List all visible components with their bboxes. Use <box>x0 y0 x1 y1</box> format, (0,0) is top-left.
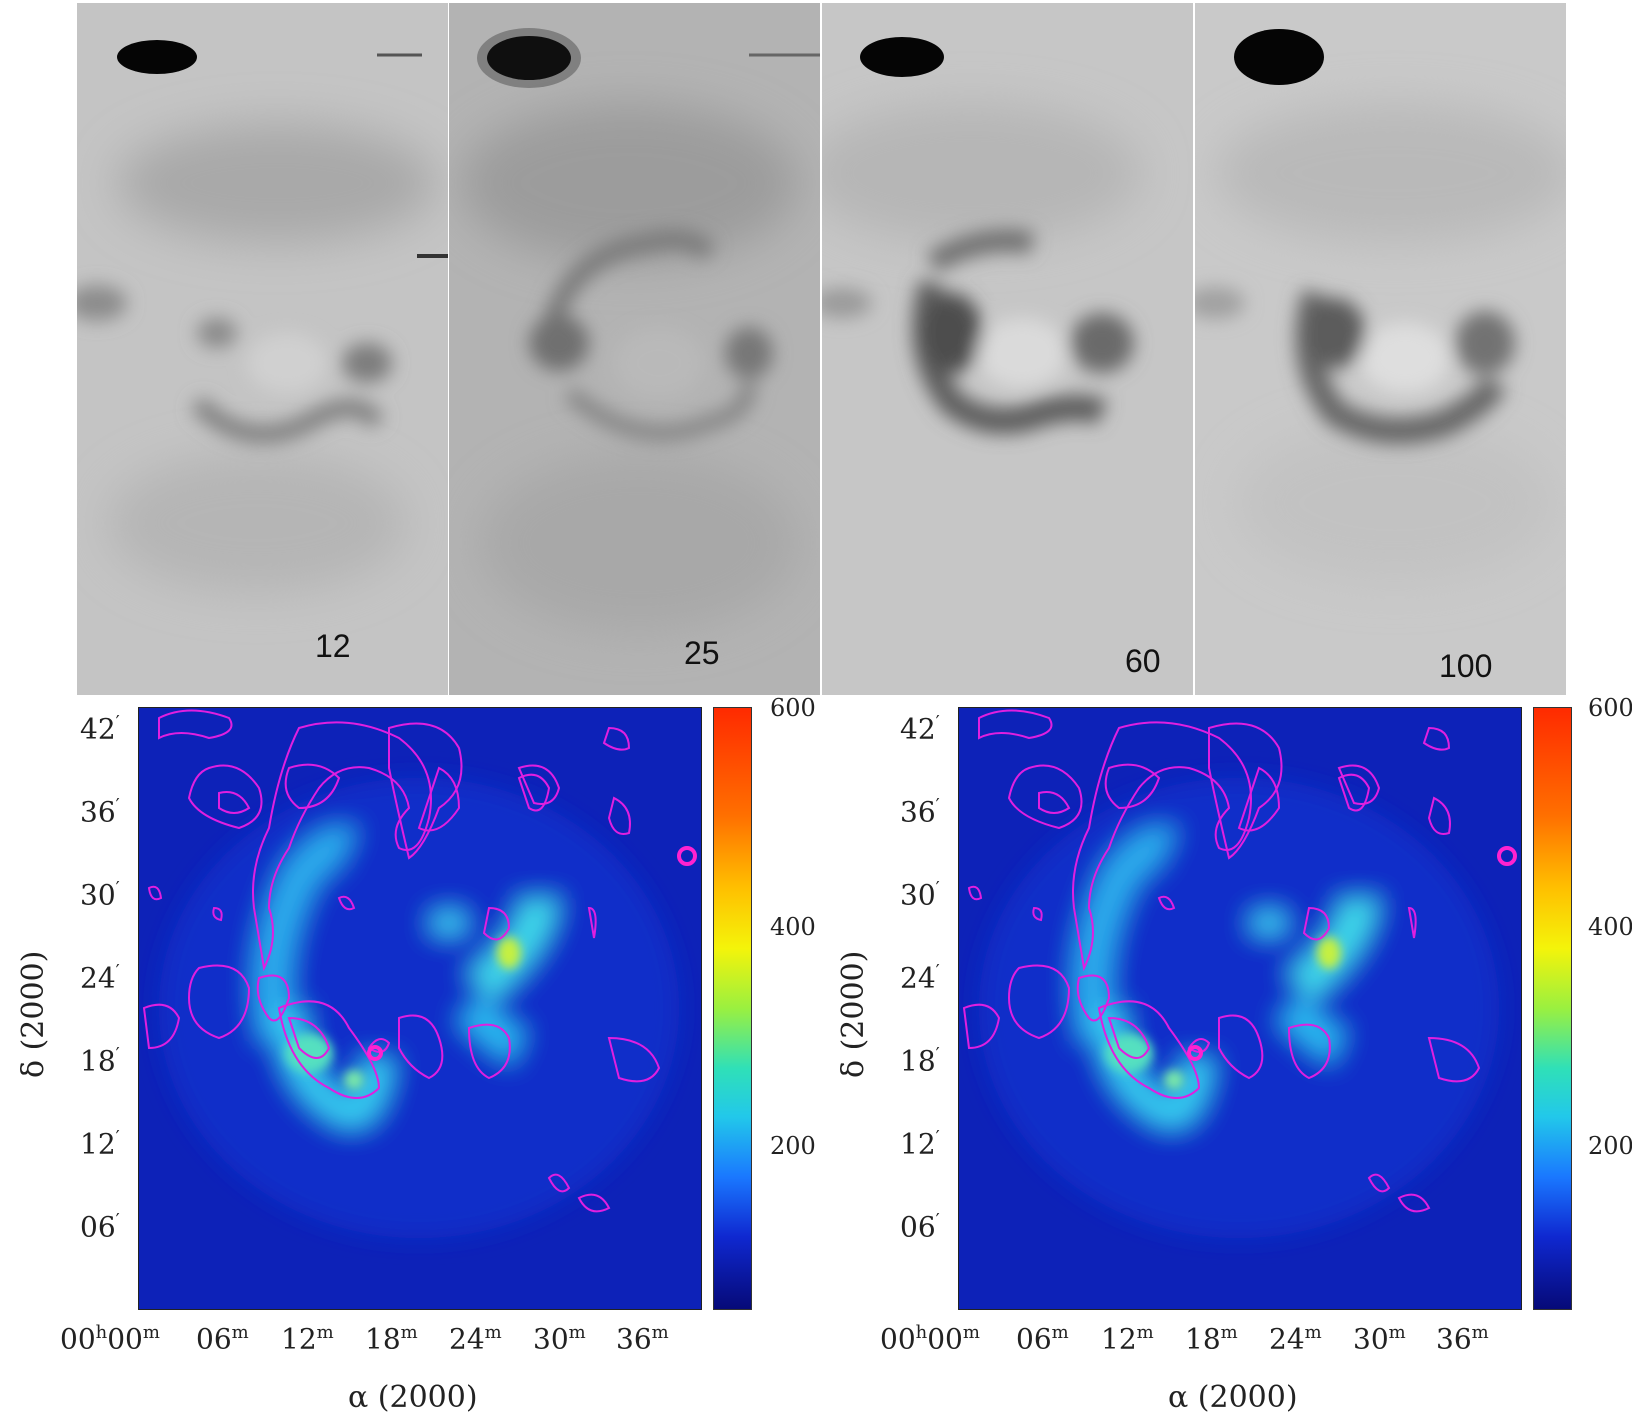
y-tick: 18′ <box>900 1044 940 1078</box>
y-tick: 06′ <box>80 1210 120 1244</box>
colorbar-label: 600 <box>1588 694 1632 722</box>
x-tick: 06m <box>196 1322 249 1356</box>
colorbar-label: 600 <box>770 694 816 722</box>
y-tick: 06′ <box>900 1210 940 1244</box>
x-tick: 12m <box>281 1322 334 1356</box>
emission-map <box>958 707 1522 1310</box>
y-tick: 12′ <box>900 1127 940 1161</box>
x-axis-label: α (2000) <box>348 1380 478 1415</box>
colorbar <box>713 707 752 1310</box>
x-tick: 18m <box>1185 1322 1238 1356</box>
colorbar-label: 200 <box>1588 1132 1632 1160</box>
y-tick: 42′ <box>900 712 940 746</box>
colorbar-label: 400 <box>770 913 816 941</box>
x-tick: 00h00m <box>60 1322 160 1356</box>
band-image-25 <box>449 3 820 695</box>
y-tick: 42′ <box>80 712 120 746</box>
x-tick: 00h00m <box>880 1322 980 1356</box>
y-tick: 36′ <box>80 795 120 829</box>
band-label: 25 <box>684 635 720 671</box>
band-panel-100: 100 <box>1195 3 1566 695</box>
y-axis-label: δ (2000) <box>836 950 871 1078</box>
x-tick: 12m <box>1101 1322 1154 1356</box>
x-tick: 30m <box>1353 1322 1406 1356</box>
y-tick: 30′ <box>900 878 940 912</box>
emission-map <box>138 707 702 1310</box>
x-tick: 36m <box>616 1322 669 1356</box>
y-tick: 24′ <box>80 961 120 995</box>
band-label: 60 <box>1125 643 1161 679</box>
y-tick: 12′ <box>80 1127 120 1161</box>
colorbar-label: 400 <box>1588 913 1632 941</box>
y-tick: 18′ <box>80 1044 120 1078</box>
x-tick: 30m <box>533 1322 586 1356</box>
x-tick: 06m <box>1016 1322 1069 1356</box>
band-panel-25: 25 <box>449 3 820 695</box>
band-panel-12: 12 <box>77 3 448 695</box>
colorbar <box>1533 707 1572 1310</box>
x-axis-label: α (2000) <box>1168 1380 1298 1415</box>
y-tick: 24′ <box>900 961 940 995</box>
band-image-60 <box>822 3 1193 695</box>
band-image-12 <box>77 3 448 695</box>
y-tick: 30′ <box>80 878 120 912</box>
y-tick: 36′ <box>900 795 940 829</box>
band-label: 12 <box>315 628 351 664</box>
x-tick: 36m <box>1436 1322 1489 1356</box>
band-label: 100 <box>1439 648 1493 684</box>
x-tick: 24m <box>1269 1322 1322 1356</box>
x-tick: 24m <box>449 1322 502 1356</box>
x-tick: 18m <box>365 1322 418 1356</box>
y-axis-label: δ (2000) <box>16 950 51 1078</box>
band-panel-60: 60 <box>822 3 1193 695</box>
colorbar-label: 200 <box>770 1132 816 1160</box>
band-image-100 <box>1195 3 1566 695</box>
